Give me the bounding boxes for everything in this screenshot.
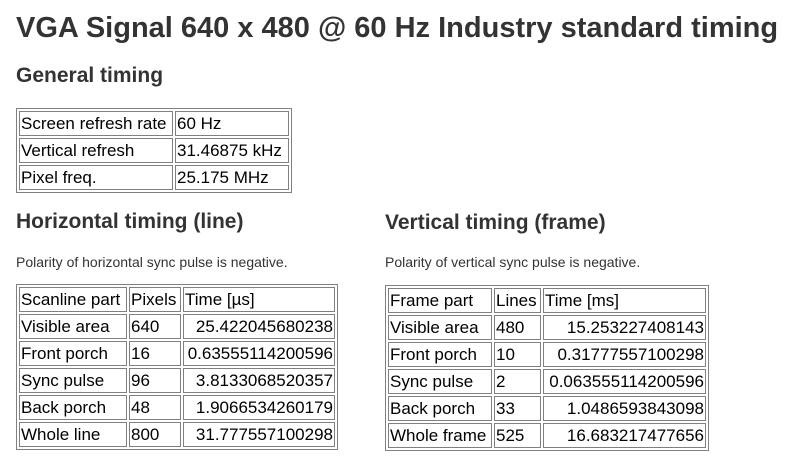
table-row: Sync pulse 96 3.8133068520357 [19,368,335,393]
table-cell-lines: 525 [494,423,541,448]
table-row: Visible area 480 15.253227408143 [388,315,706,340]
table-row: Visible area 640 25.422045680238 [19,314,335,339]
general-timing-heading: General timing [16,64,164,87]
general-timing-table: Screen refresh rate 60 Hz Vertical refre… [16,108,292,193]
column-header: Frame part [388,288,492,313]
table-cell-label: Vertical refresh [19,138,173,163]
column-header: Time [ms] [543,288,706,313]
table-cell-lines: 10 [494,342,541,367]
table-header-row: Frame part Lines Time [ms] [388,288,706,313]
table-cell-time: 0.31777557100298 [543,342,706,367]
horizontal-timing-heading: Horizontal timing (line) [16,210,244,233]
table-cell-pixels: 48 [129,395,181,420]
table-cell-label: Pixel freq. [19,165,173,190]
table-row: Screen refresh rate 60 Hz [19,111,289,136]
horizontal-polarity-note: Polarity of horizontal sync pulse is neg… [16,254,288,270]
table-cell-part: Sync pulse [19,368,127,393]
table-cell-part: Back porch [19,395,127,420]
column-header: Scanline part [19,287,127,312]
column-header: Lines [494,288,541,313]
horizontal-timing-table: Scanline part Pixels Time [µs] Visible a… [16,284,338,450]
page-title: VGA Signal 640 x 480 @ 60 Hz Industry st… [16,12,779,44]
table-row: Vertical refresh 31.46875 kHz [19,138,289,163]
table-cell-label: Screen refresh rate [19,111,173,136]
table-cell-pixels: 640 [129,314,181,339]
table-cell-lines: 33 [494,396,541,421]
table-cell-value: 60 Hz [175,111,289,136]
table-row: Front porch 16 0.63555114200596 [19,341,335,366]
table-cell-lines: 2 [494,369,541,394]
table-cell-time: 0.063555114200596 [543,369,706,394]
table-row: Sync pulse 2 0.063555114200596 [388,369,706,394]
table-cell-part: Whole line [19,422,127,447]
table-cell-time: 1.9066534260179 [183,395,335,420]
table-cell-pixels: 16 [129,341,181,366]
table-cell-value: 31.46875 kHz [175,138,289,163]
table-cell-part: Visible area [388,315,492,340]
table-cell-part: Sync pulse [388,369,492,394]
table-cell-time: 15.253227408143 [543,315,706,340]
table-cell-part: Visible area [19,314,127,339]
table-row: Pixel freq. 25.175 MHz [19,165,289,190]
table-header-row: Scanline part Pixels Time [µs] [19,287,335,312]
table-cell-part: Back porch [388,396,492,421]
table-cell-time: 1.0486593843098 [543,396,706,421]
table-row: Front porch 10 0.31777557100298 [388,342,706,367]
table-cell-value: 25.175 MHz [175,165,289,190]
vertical-timing-table: Frame part Lines Time [ms] Visible area … [385,285,709,451]
table-cell-pixels: 800 [129,422,181,447]
column-header: Time [µs] [183,287,335,312]
table-cell-part: Front porch [19,341,127,366]
vertical-polarity-note: Polarity of vertical sync pulse is negat… [385,254,641,270]
table-row: Back porch 48 1.9066534260179 [19,395,335,420]
table-row: Whole frame 525 16.683217477656 [388,423,706,448]
table-cell-part: Front porch [388,342,492,367]
table-cell-time: 16.683217477656 [543,423,706,448]
table-cell-time: 31.777557100298 [183,422,335,447]
table-row: Whole line 800 31.777557100298 [19,422,335,447]
table-cell-time: 0.63555114200596 [183,341,335,366]
table-cell-time: 3.8133068520357 [183,368,335,393]
table-cell-time: 25.422045680238 [183,314,335,339]
table-row: Back porch 33 1.0486593843098 [388,396,706,421]
table-cell-part: Whole frame [388,423,492,448]
column-header: Pixels [129,287,181,312]
table-cell-lines: 480 [494,315,541,340]
table-cell-pixels: 96 [129,368,181,393]
vertical-timing-heading: Vertical timing (frame) [385,211,606,234]
